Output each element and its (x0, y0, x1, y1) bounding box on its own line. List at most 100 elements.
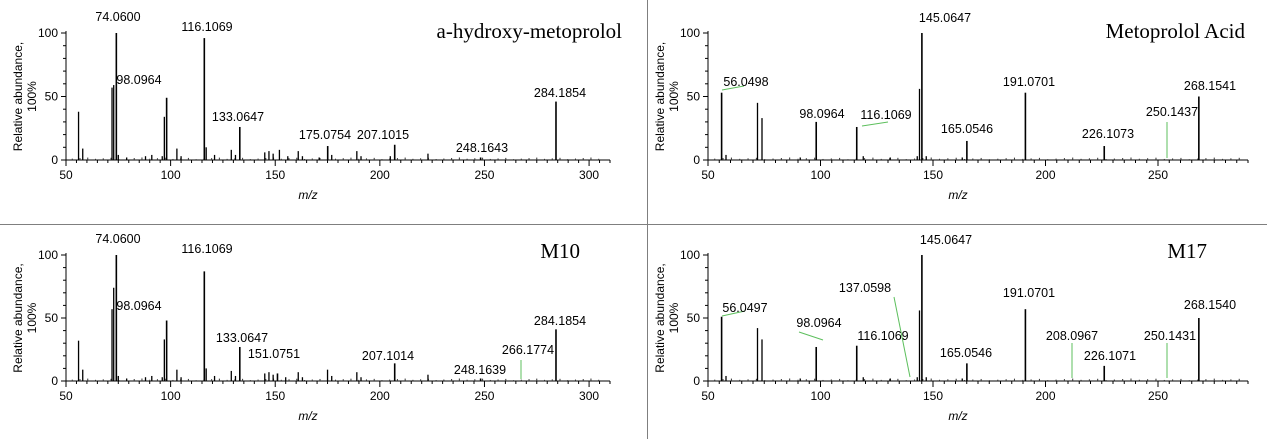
peak-label: 56.0498 (723, 75, 768, 89)
peak-label: 98.0964 (799, 107, 844, 121)
y-tick-label: 50 (687, 311, 701, 325)
peak-label: 165.0546 (940, 346, 992, 360)
x-axis-label: m/z (298, 188, 317, 202)
x-tick-label: 150 (923, 389, 943, 403)
x-tick-label: 150 (265, 168, 285, 182)
y-tick-label: 0 (693, 153, 700, 167)
peak-label: 165.0546 (941, 122, 993, 136)
y-tick-label: 0 (693, 374, 700, 388)
x-tick-label: 200 (370, 389, 390, 403)
y-tick-label: 0 (51, 153, 58, 167)
peak-label: 133.0647 (212, 110, 264, 124)
spectrum-panel-a-hydroxy-metoprolol: 50 100 150 200 250 300 0 50 100 Relative abundanc… (0, 0, 640, 220)
x-tick-label: 50 (701, 389, 715, 403)
peak-label: 226.1073 (1082, 127, 1134, 141)
panel-title: M17 (1167, 239, 1207, 263)
peak-leader-line (893, 296, 911, 378)
x-tick-label: 150 (923, 168, 943, 182)
peak-label: 208.0967 (1046, 329, 1098, 343)
peak-label: 98.0964 (116, 299, 161, 313)
x-tick-label: 100 (161, 168, 181, 182)
x-tick-label: 50 (59, 168, 73, 182)
x-tick-label: 50 (701, 168, 715, 182)
peak-leader-line (721, 310, 746, 317)
peak-label: 145.0647 (919, 11, 971, 25)
peak-label: 133.0647 (216, 331, 268, 345)
x-tick-label: 100 (810, 168, 830, 182)
x-tick-label: 200 (1035, 389, 1055, 403)
x-tick-label: 250 (474, 389, 494, 403)
y-tick-label: 100 (38, 26, 58, 40)
x-tick-label: 200 (1035, 168, 1055, 182)
horizontal-divider (0, 224, 1267, 225)
y-tick-label: 50 (45, 311, 59, 325)
y-axis-label: 100% (667, 81, 681, 112)
peak-label: 151.0751 (248, 347, 300, 361)
panel-title: a-hydroxy-metoprolol (437, 19, 623, 43)
x-tick-label: 100 (810, 389, 830, 403)
x-tick-label: 300 (579, 168, 599, 182)
x-tick-label: 150 (265, 389, 285, 403)
peak-label: 207.1015 (357, 128, 409, 142)
x-axis-label: m/z (948, 188, 967, 202)
peak-label: 284.1854 (534, 314, 586, 328)
peak-label: 268.1540 (1184, 298, 1236, 312)
y-axis-label: 100% (25, 302, 39, 333)
peak-leader-line (861, 121, 889, 127)
peak-label: 74.0600 (95, 10, 140, 24)
y-axis-label: 100% (25, 81, 39, 112)
peak-label: 175.0754 (299, 128, 351, 142)
peak-label: 284.1854 (534, 86, 586, 100)
x-tick-label: 200 (370, 168, 390, 182)
peak-label: 116.1069 (181, 20, 232, 34)
peak-label: 266.1774 (502, 343, 554, 357)
peak-label: 56.0497 (722, 301, 767, 315)
x-axis-label: m/z (948, 409, 967, 423)
y-axis-label: Relative abundance, (653, 42, 667, 151)
peak-label: 248.1639 (454, 363, 506, 377)
x-tick-label: 250 (1148, 389, 1168, 403)
peak-label: 116.1069 (181, 242, 232, 256)
peak-label: 248.1643 (456, 141, 508, 155)
x-axis-label: m/z (298, 409, 317, 423)
peak-label: 145.0647 (920, 233, 972, 247)
peak-label: 250.1437 (1146, 105, 1198, 119)
x-tick-label: 100 (161, 389, 181, 403)
panel-title: Metoprolol Acid (1106, 19, 1246, 43)
spectrum-panel-metoprolol-acid: 50 100 150 200 250 0 50 100 Relative abundance, 1… (648, 0, 1267, 220)
peak-label: 116.1069 (857, 329, 908, 343)
y-axis-label: Relative abundance, (11, 42, 25, 151)
y-tick-label: 50 (687, 90, 701, 104)
peak-label: 191.0701 (1003, 75, 1055, 89)
y-axis-label: Relative abundance, (11, 263, 25, 372)
spectrum-panel-m17: 50 100 150 200 250 0 50 100 Relative abundance, 1… (648, 222, 1267, 439)
y-tick-label: 0 (51, 374, 58, 388)
peak-label: 226.1071 (1084, 349, 1136, 363)
peak-leader-line (798, 331, 824, 341)
peak-label: 268.1541 (1184, 79, 1236, 93)
x-tick-label: 250 (1148, 168, 1168, 182)
x-tick-label: 50 (59, 389, 73, 403)
peak-label: 191.0701 (1003, 286, 1055, 300)
peak-label: 137.0598 (839, 281, 891, 295)
y-axis-label: 100% (667, 302, 681, 333)
peak-label: 74.0600 (95, 232, 140, 246)
x-tick-label: 250 (474, 168, 494, 182)
peak-label: 98.0964 (796, 316, 841, 330)
peak-label: 250.1431 (1144, 329, 1196, 343)
panel-title: M10 (540, 239, 580, 263)
y-tick-label: 50 (45, 90, 59, 104)
x-tick-label: 300 (579, 389, 599, 403)
spectrum-panel-m10: 50 100 150 200 250 300 0 50 100 Relative abundanc… (0, 222, 640, 439)
peak-label: 98.0964 (116, 73, 161, 87)
peak-label: 207.1014 (362, 349, 414, 363)
y-tick-label: 100 (38, 248, 58, 262)
vertical-divider (647, 0, 648, 439)
y-tick-label: 100 (680, 248, 700, 262)
peak-leader-line (721, 85, 745, 91)
